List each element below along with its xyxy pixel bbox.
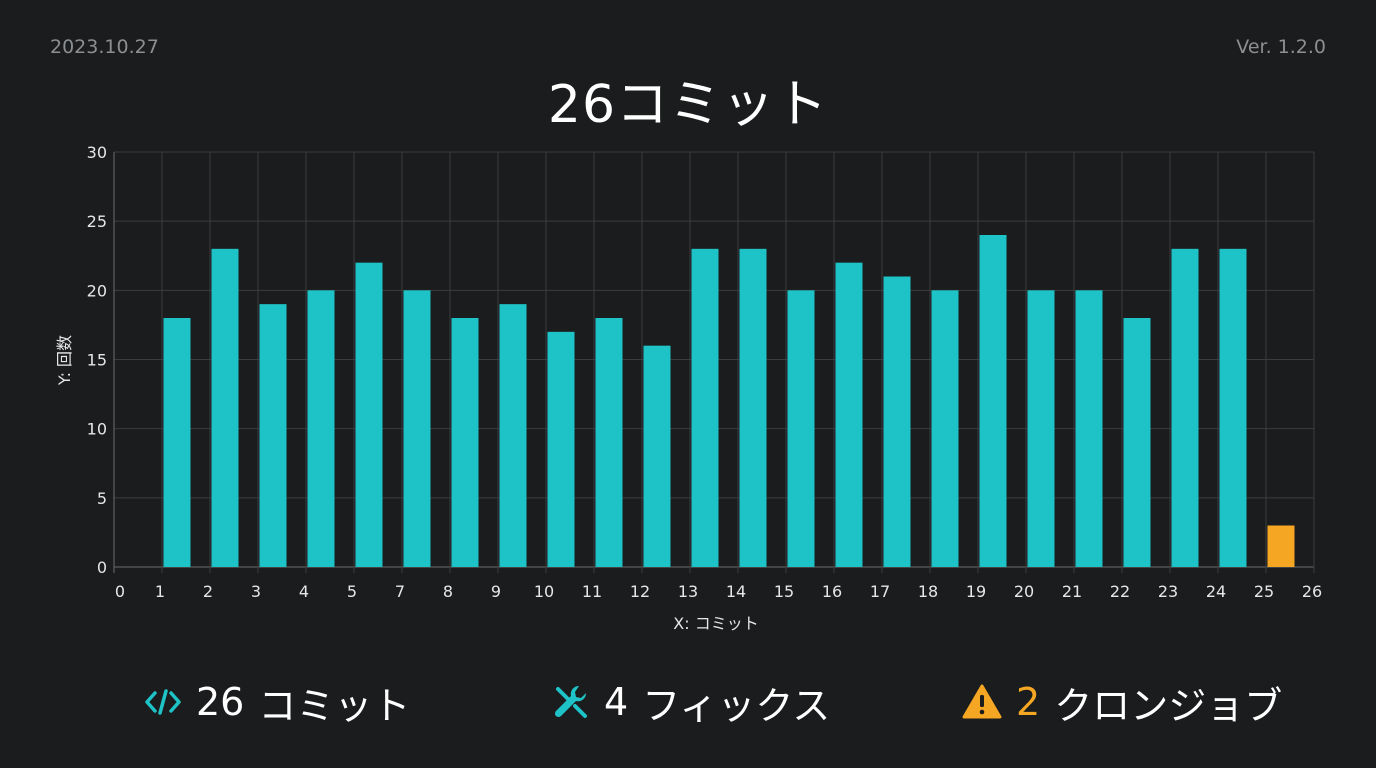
x-tick-label: 19 (966, 582, 986, 601)
y-tick-label: 15 (87, 351, 107, 370)
x-tick-label: 22 (1110, 582, 1130, 601)
x-tick-label: 3 (251, 582, 261, 601)
x-tick-label: 11 (582, 582, 602, 601)
x-tick-label: 16 (822, 582, 842, 601)
y-tick-label: 25 (87, 212, 107, 231)
stat-fixes-value: 4 (604, 680, 629, 724)
bar-1 (163, 318, 191, 567)
bar-21 (1075, 290, 1103, 567)
x-tick-label: 14 (726, 582, 746, 601)
stat-fixes: 4 フィックス (552, 672, 830, 732)
bar-18 (931, 290, 959, 567)
bar-17 (883, 276, 911, 567)
bar-11 (595, 318, 623, 567)
bar-14 (739, 248, 767, 568)
x-tick-label: 13 (678, 582, 698, 601)
chart-title: 26コミット (547, 75, 829, 135)
x-tick-label: 5 (347, 582, 357, 601)
bar-23 (1171, 248, 1199, 568)
bar-19 (979, 235, 1007, 567)
x-tick-label: 15 (774, 582, 794, 601)
stat-commits-value: 26 (196, 680, 245, 724)
y-tick-label: 20 (87, 281, 107, 300)
summary-stats: 26 コミット 4 フィックス 2 クロンジョブ (0, 672, 1376, 732)
x-tick-labels: 0 1 2 3 4 5 7 8 9 10 11 12 13 14 15 16 17 18 19 20 21 22 23 24 2… (115, 582, 1322, 601)
x-tick-label: 10 (534, 582, 554, 601)
stat-cron-label: クロンジョブ (1054, 683, 1283, 728)
x-tick-label: 25 (1254, 582, 1274, 601)
bar-4 (307, 290, 335, 567)
y-tick-label: 10 (87, 420, 107, 439)
x-tick-label: 7 (395, 582, 405, 601)
bar-15 (787, 290, 815, 567)
bar-8 (451, 318, 479, 567)
wrench-icon (552, 683, 590, 721)
x-tick-label: 4 (299, 582, 309, 601)
y-tick-label: 5 (97, 489, 107, 508)
y-axis-title: Y: 回数 (55, 335, 74, 386)
bar-5 (355, 262, 383, 567)
stat-cron: 2 クロンジョブ (962, 672, 1282, 732)
y-tick-labels: 0 5 10 15 20 25 30 (87, 143, 107, 577)
y-tick-label: 30 (87, 143, 107, 162)
x-tick-label: 2 (203, 582, 213, 601)
x-tick-label: 26 (1302, 582, 1322, 601)
x-tick-label: 8 (443, 582, 453, 601)
warning-icon (962, 684, 1002, 720)
bar-12 (643, 345, 671, 567)
x-tick-label: 0 (115, 582, 125, 601)
bar-7 (403, 290, 431, 567)
bar-20 (1027, 290, 1055, 567)
stat-cron-value: 2 (1016, 680, 1041, 724)
bar-3 (259, 304, 287, 567)
x-tick-label: 18 (918, 582, 938, 601)
x-axis-title: X: コミット (673, 614, 758, 633)
x-tick-label: 12 (630, 582, 650, 601)
stat-fixes-label: フィックス (642, 683, 831, 728)
bar-13 (691, 248, 719, 568)
bar-10 (547, 331, 575, 567)
bar-16 (835, 262, 863, 567)
x-tick-label: 24 (1206, 582, 1226, 601)
bar-25 (1267, 525, 1295, 567)
stat-commits: 26 コミット (144, 672, 410, 732)
x-tick-label: 17 (870, 582, 890, 601)
stat-commits-label: コミット (258, 683, 411, 728)
code-icon (144, 687, 182, 717)
chart-grid (113, 151, 1315, 573)
x-tick-label: 9 (491, 582, 501, 601)
bar-2 (211, 248, 239, 568)
x-tick-label: 1 (155, 582, 165, 601)
date-label: 2023.10.27 (50, 36, 159, 58)
bar-9 (499, 304, 527, 567)
chart-bars (163, 235, 1295, 568)
bar-24 (1219, 248, 1247, 568)
x-tick-label: 20 (1014, 582, 1034, 601)
x-tick-label: 21 (1062, 582, 1082, 601)
bar-22 (1123, 318, 1151, 567)
y-tick-label: 0 (97, 558, 107, 577)
version-label: Ver. 1.2.0 (1236, 36, 1326, 58)
x-tick-label: 23 (1158, 582, 1178, 601)
